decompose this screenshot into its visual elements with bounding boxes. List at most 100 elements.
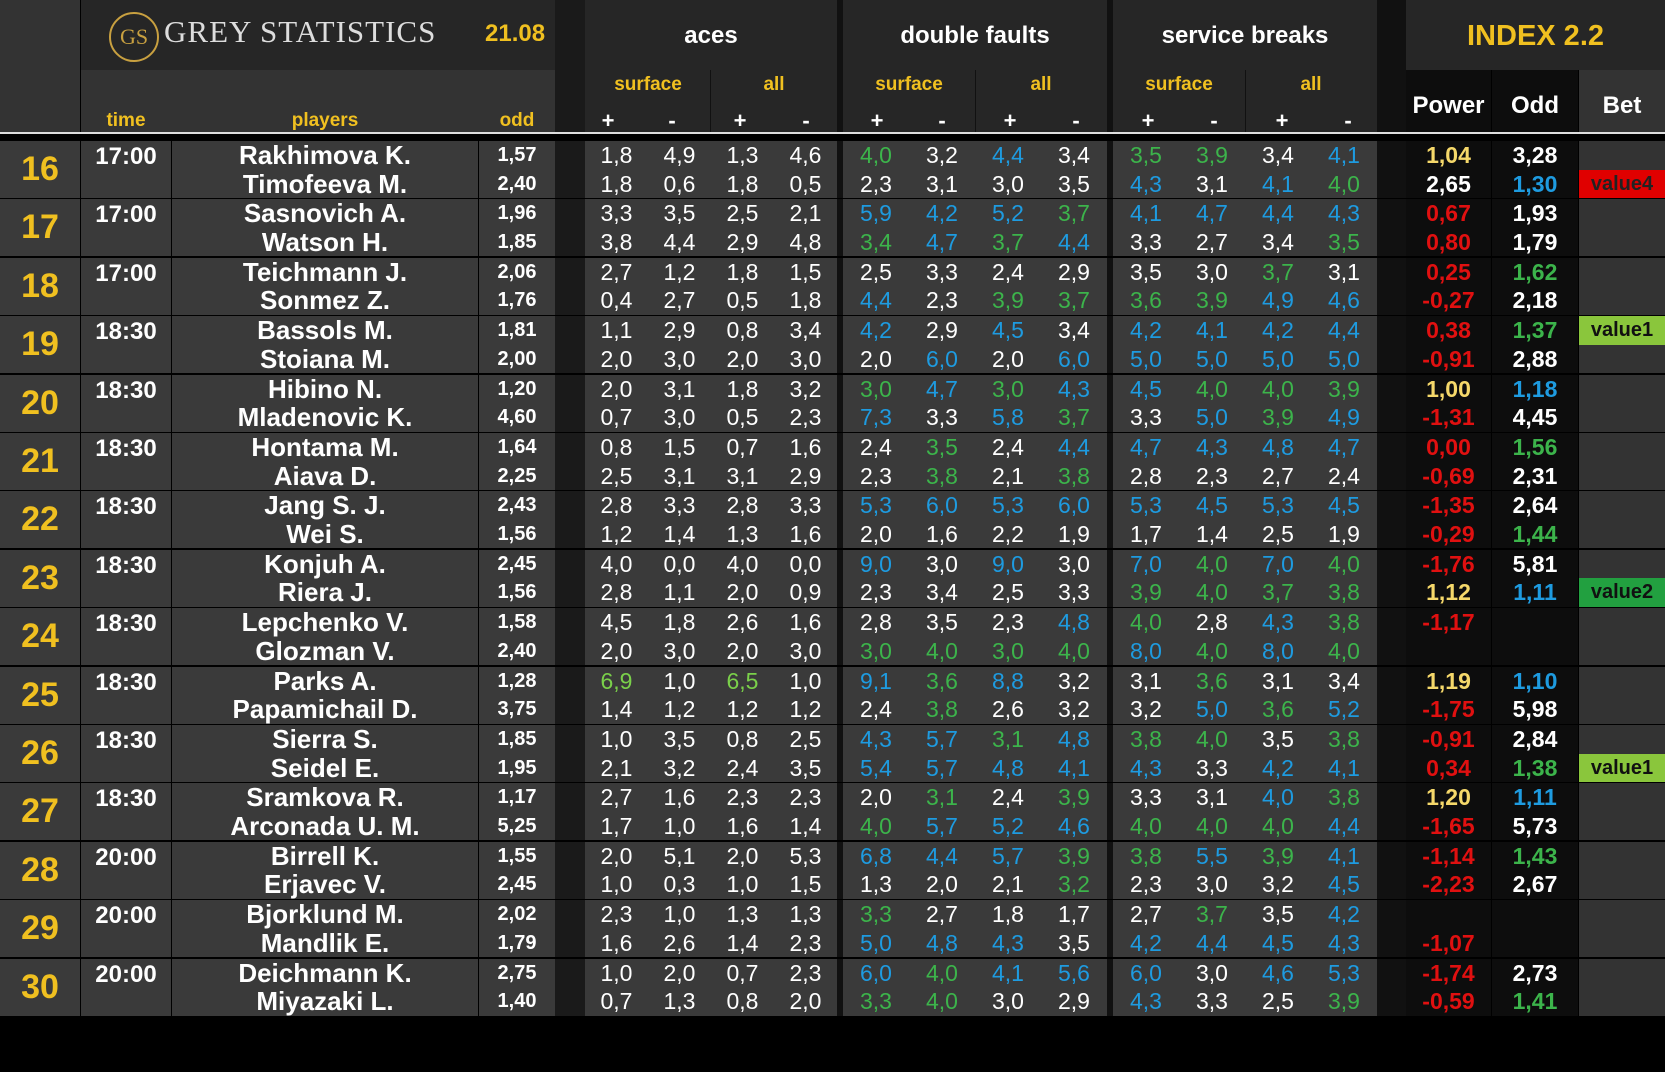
power-value: [1406, 637, 1491, 666]
power-value: 0,34: [1426, 754, 1471, 781]
index-odd-cell: 1,10 5,98: [1492, 666, 1578, 724]
stat-value: 3,8: [926, 696, 958, 723]
stat-cell: 2,4 2,3: [843, 433, 909, 490]
match-time: 17:00: [81, 199, 171, 257]
stat-value: 2,9: [926, 317, 958, 344]
stat-value: 4,4: [1196, 929, 1228, 956]
stat-value: 2,1: [600, 754, 633, 781]
stat-value: 3,0: [926, 550, 958, 577]
stat-value: 3,8: [1328, 579, 1360, 606]
minus-label: -: [802, 108, 810, 133]
index-odd-value: 1,11: [1513, 579, 1557, 606]
stat-cell: 4,2 4,7: [909, 199, 975, 257]
divider: [837, 725, 843, 782]
odd-value: 1,28: [497, 669, 537, 692]
power-value: 0,67: [1426, 200, 1471, 227]
index-odd-cell: 1,62 2,18: [1492, 257, 1578, 315]
stat-cell: 0,0 0,9: [774, 549, 837, 607]
stat-value: 3,8: [600, 228, 633, 255]
stat-value: 1,8: [726, 375, 759, 402]
stat-value: 4,0: [1328, 637, 1360, 664]
bet-cell: [1579, 958, 1665, 1016]
stat-value: 3,0: [1196, 871, 1228, 898]
stat-value: 3,4: [1058, 142, 1090, 168]
stat-value: 4,3: [992, 929, 1024, 956]
divider: [1107, 841, 1113, 899]
minus-label: -: [1072, 108, 1080, 133]
stat-value: 3,5: [1262, 901, 1294, 928]
odds-cell: 1,57 2,40: [479, 141, 555, 198]
stat-cell: 4,3 8,0: [1245, 608, 1311, 666]
divider: [1377, 549, 1406, 607]
stat-cell: 1,0 2,6: [648, 900, 711, 958]
stat-value: 2,4: [992, 258, 1024, 285]
divider: [1377, 491, 1406, 549]
divider: [1377, 141, 1406, 198]
minus-label: -: [938, 108, 946, 133]
player-name: Wei S.: [286, 518, 364, 549]
stat-cell: 4,0 5,0: [1179, 374, 1245, 432]
stat-value: 8,0: [1262, 637, 1294, 664]
stat-value: 4,0: [926, 959, 958, 986]
stat-value: 1,7: [1130, 520, 1162, 547]
index-odd-cell: 2,84 1,38: [1492, 725, 1578, 782]
divider: [837, 666, 843, 724]
stat-cell: 4,1 4,5: [1311, 841, 1377, 899]
stat-value: 1,4: [789, 812, 822, 839]
stat-value: 5,0: [1196, 696, 1228, 723]
stat-value: 6,0: [926, 492, 958, 519]
index-odd-value: 2,64: [1512, 492, 1558, 519]
stat-value: 4,0: [1328, 550, 1360, 577]
stat-cell: 3,3 5,0: [843, 900, 909, 958]
stat-value: 1,8: [726, 170, 759, 197]
group-title-aces: aces: [684, 22, 738, 49]
stat-value: 4,0: [1196, 812, 1228, 839]
bet-badge: value2: [1579, 578, 1665, 607]
players-cell: Jang S. J. Wei S.: [172, 491, 478, 549]
stat-cell: 6,0 4,3: [1113, 958, 1179, 1016]
stat-value: 2,8: [1130, 462, 1162, 489]
stat-value: 2,3: [789, 959, 822, 986]
stat-value: 2,1: [992, 462, 1024, 489]
divider: [837, 0, 843, 132]
stat-value: 4,9: [1328, 404, 1360, 431]
odd-value: 2,43: [497, 494, 537, 517]
stat-value: 2,1: [992, 871, 1024, 898]
stat-value: 4,5: [992, 317, 1024, 344]
stat-value: 3,1: [926, 170, 958, 197]
stat-cell: 1,7 3,5: [1041, 900, 1107, 958]
stat-value: 2,0: [860, 784, 892, 811]
stat-cell: 4,9 0,6: [648, 141, 711, 198]
bet-badge: [1579, 929, 1665, 958]
stat-cell: 2,3 1,6: [711, 783, 774, 841]
stat-value: 4,3: [1130, 170, 1162, 197]
stat-cell: 3,1 4,6: [1311, 257, 1377, 315]
stat-value: 2,4: [726, 754, 759, 781]
stat-value: 3,5: [1262, 726, 1294, 752]
stat-cell: 3,8 4,0: [1311, 608, 1377, 666]
stat-value: 3,4: [1058, 317, 1090, 344]
stat-value: 3,3: [1058, 579, 1090, 606]
stat-value: 4,8: [926, 929, 958, 956]
player-name: Bassols M.: [257, 315, 393, 346]
stat-value: 5,0: [1262, 345, 1294, 372]
stat-value: 1,0: [726, 871, 759, 898]
index-odd-cell: 1,43 2,67: [1492, 841, 1578, 899]
player-name: Erjavec V.: [264, 869, 386, 900]
match-time: 17:00: [81, 257, 171, 315]
stat-value: 4,4: [1262, 200, 1294, 227]
power-value: 1,19: [1426, 667, 1471, 694]
stat-value: 3,5: [1328, 228, 1360, 255]
stat-cell: 1,8 4,3: [975, 900, 1041, 958]
stat-cell: 3,0 7,3: [843, 374, 909, 432]
stat-value: 5,3: [1328, 959, 1360, 986]
player-name: Sonmez Z.: [259, 285, 390, 316]
power-value: 1,00: [1426, 375, 1471, 402]
stat-cell: 2,5 4,4: [843, 257, 909, 315]
players-cell: Teichmann J. Sonmez Z.: [172, 258, 478, 315]
stat-value: 2,4: [992, 784, 1024, 811]
match-row: 18 17:00 Teichmann J. Sonmez Z. 2,06 1,76 2,7 0…: [0, 258, 1665, 316]
odd-value: 2,75: [497, 961, 537, 984]
stat-cell: 2,4 2,1: [975, 433, 1041, 490]
match-number: 26: [0, 725, 80, 782]
